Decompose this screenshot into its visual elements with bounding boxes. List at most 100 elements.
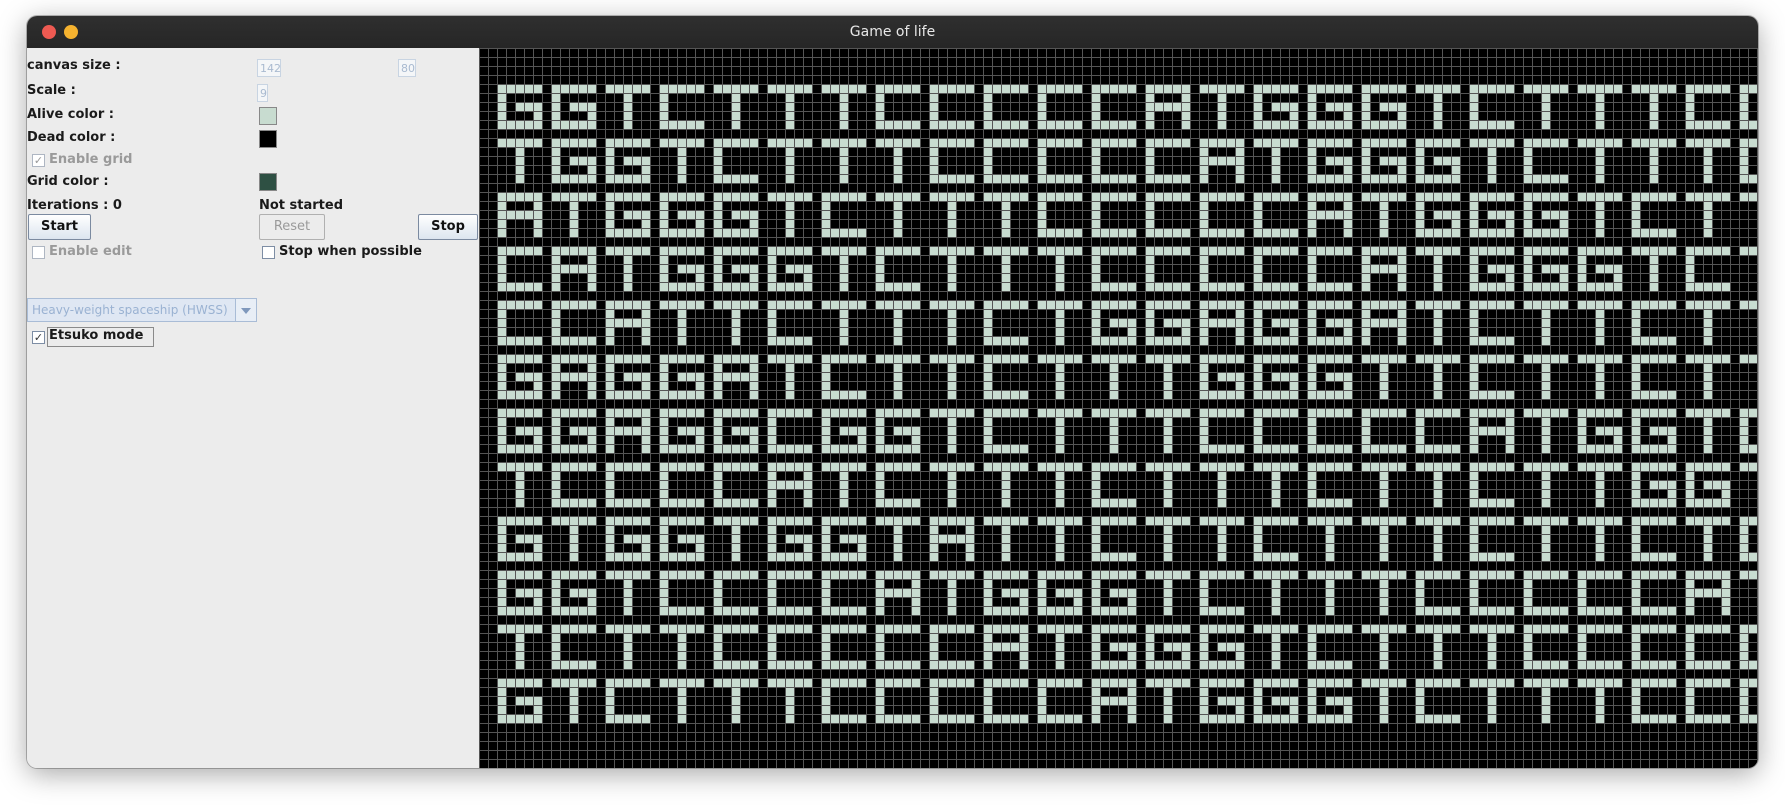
alive-cell (1326, 679, 1334, 687)
reset-button[interactable]: Reset (259, 214, 325, 240)
alive-cell (1614, 85, 1622, 93)
alive-cell (732, 103, 740, 111)
alive-cell (1704, 328, 1712, 336)
alive-cell (1056, 553, 1064, 561)
alive-cell (876, 409, 884, 417)
alive-cell (1011, 643, 1019, 651)
alive-cell (1704, 202, 1712, 210)
alive-cell (1641, 463, 1649, 471)
alive-color-swatch[interactable] (259, 107, 277, 125)
alive-cell (804, 445, 812, 453)
stop-when-possible-checkbox[interactable] (262, 246, 275, 259)
alive-cell (570, 463, 578, 471)
alive-cell (606, 319, 614, 327)
alive-cell (696, 544, 704, 552)
alive-cell (1362, 409, 1370, 417)
life-board-canvas[interactable] (479, 48, 1758, 768)
alive-cell (1659, 391, 1667, 399)
enable-grid-checkbox[interactable]: ✓ (32, 154, 45, 167)
alive-cell (1596, 301, 1604, 309)
alive-cell (1542, 526, 1550, 534)
alive-cell (1542, 571, 1550, 579)
alive-cell (1101, 409, 1109, 417)
alive-cell (840, 535, 848, 543)
alive-cell (1722, 715, 1730, 723)
alive-cell (732, 517, 740, 525)
alive-cell (1182, 103, 1190, 111)
grid-color-swatch[interactable] (259, 173, 277, 191)
alive-cell (1470, 364, 1478, 372)
alive-cell (660, 355, 668, 363)
title-bar[interactable]: Game of life (27, 16, 1758, 48)
alive-cell (984, 652, 992, 660)
dead-color-swatch[interactable] (259, 130, 277, 148)
alive-cell (1587, 445, 1595, 453)
alive-cell (570, 589, 578, 597)
alive-cell (822, 715, 830, 723)
start-button[interactable]: Start (28, 214, 91, 240)
alive-cell (1092, 553, 1100, 561)
alive-cell (930, 706, 938, 714)
alive-cell (1344, 247, 1352, 255)
alive-cell (1425, 517, 1433, 525)
alive-cell (1254, 391, 1262, 399)
alive-cell (786, 535, 794, 543)
alive-cell (552, 247, 560, 255)
alive-cell (633, 319, 641, 327)
alive-cell (903, 661, 911, 669)
alive-cell (1542, 535, 1550, 543)
alive-cell (1272, 409, 1280, 417)
alive-cell (1344, 706, 1352, 714)
alive-cell (669, 607, 677, 615)
alive-cell (1254, 211, 1262, 219)
alive-cell (1002, 463, 1010, 471)
alive-cell (1704, 418, 1712, 426)
alive-cell (786, 175, 794, 183)
alive-cell (1380, 247, 1388, 255)
alive-cell (498, 625, 506, 633)
close-window-button[interactable] (42, 25, 56, 39)
alive-cell (1596, 544, 1604, 552)
alive-cell (1011, 589, 1019, 597)
alive-cell (1020, 679, 1028, 687)
alive-cell (768, 355, 776, 363)
alive-cell (1263, 283, 1271, 291)
etsuko-mode-checkbox[interactable]: ✓ (32, 331, 45, 344)
canvas-width-field[interactable]: 142 (257, 59, 281, 77)
canvas-height-field[interactable]: 80 (398, 59, 416, 77)
alive-cell (1434, 175, 1442, 183)
alive-cell (1596, 391, 1604, 399)
alive-cell (786, 481, 794, 489)
alive-cell (1596, 526, 1604, 534)
alive-cell (948, 265, 956, 273)
alive-cell (768, 337, 776, 345)
alive-cell (525, 553, 533, 561)
alive-cell (1704, 166, 1712, 174)
alive-cell (642, 427, 650, 435)
pattern-dropdown[interactable]: Heavy-weight spaceship (HWSS) (27, 298, 257, 322)
scale-field[interactable]: 9 (257, 84, 268, 102)
alive-cell (570, 409, 578, 417)
alive-cell (1740, 148, 1748, 156)
alive-cell (615, 175, 623, 183)
alive-cell (876, 121, 884, 129)
alive-cell (1524, 652, 1532, 660)
alive-cell (552, 607, 560, 615)
alive-cell (1488, 652, 1496, 660)
alive-cell (1182, 139, 1190, 147)
alive-cell (1065, 301, 1073, 309)
alive-cell (1020, 409, 1028, 417)
alive-cell (822, 625, 830, 633)
alive-cell (1380, 661, 1388, 669)
enable-edit-checkbox[interactable] (32, 246, 45, 259)
minimize-window-button[interactable] (64, 25, 78, 39)
alive-cell (1344, 625, 1352, 633)
alive-cell (696, 85, 704, 93)
alive-cell (1479, 625, 1487, 633)
chevron-down-icon[interactable] (235, 299, 256, 321)
alive-cell (1452, 85, 1460, 93)
alive-cell (615, 463, 623, 471)
alive-cell (1497, 571, 1505, 579)
stop-button[interactable]: Stop (418, 214, 478, 240)
alive-cell (1470, 526, 1478, 534)
